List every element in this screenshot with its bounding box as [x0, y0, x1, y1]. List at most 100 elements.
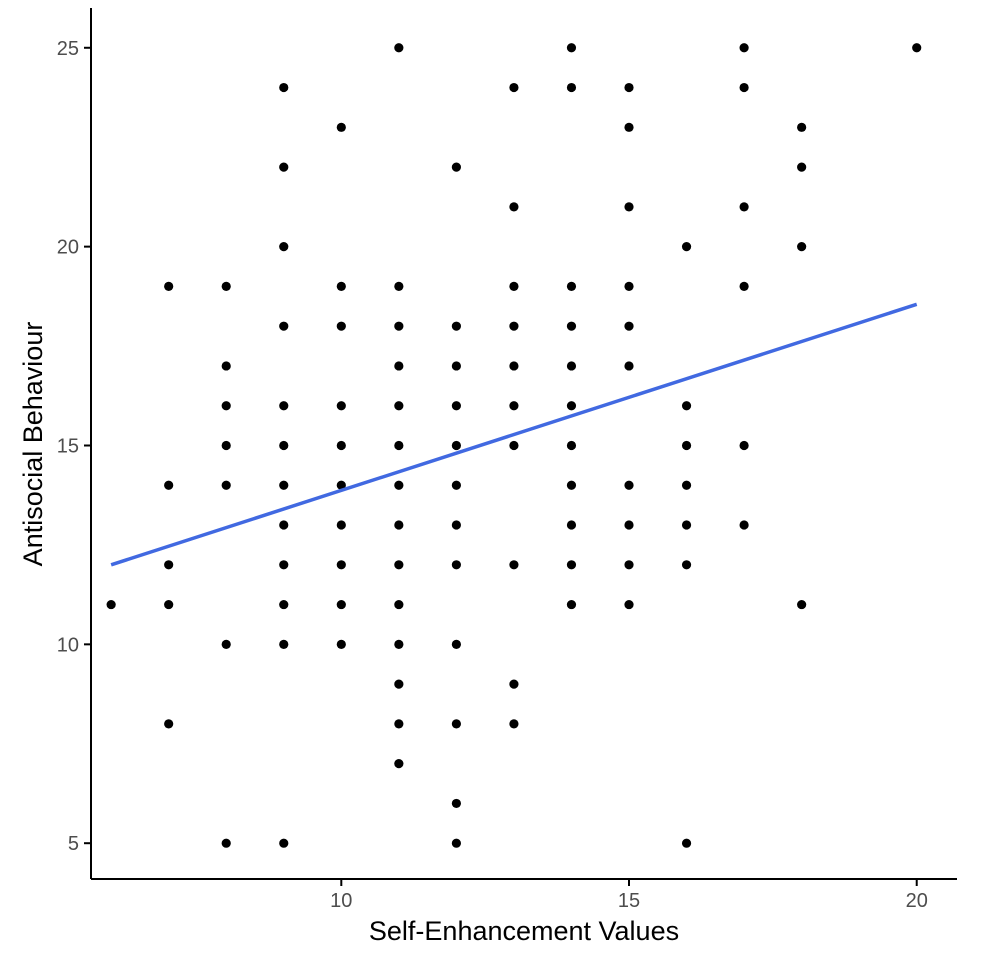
- data-point: [566, 599, 577, 610]
- data-point: [797, 162, 807, 172]
- data-point: [221, 361, 231, 371]
- data-point: [797, 242, 807, 252]
- data-point: [394, 321, 404, 331]
- trend-line: [110, 302, 918, 567]
- data-point: [624, 560, 634, 570]
- data-point: [336, 480, 346, 490]
- data-point: [681, 838, 692, 848]
- data-point: [279, 480, 289, 490]
- data-point: [566, 361, 577, 371]
- data-point: [394, 480, 404, 490]
- data-point: [279, 82, 289, 93]
- data-point: [912, 43, 922, 53]
- data-point: [394, 520, 404, 530]
- x-tick-label: 10: [330, 890, 352, 912]
- data-point: [566, 401, 577, 411]
- data-point: [624, 202, 634, 212]
- data-point: [279, 599, 289, 610]
- data-point: [451, 520, 461, 530]
- data-point: [336, 639, 346, 649]
- x-axis-title: Self-Enhancement Values: [369, 916, 679, 946]
- data-point: [336, 401, 346, 411]
- data-point: [451, 440, 461, 451]
- data-point: [739, 82, 749, 93]
- y-tick-label: 10: [57, 634, 79, 656]
- data-point: [279, 838, 289, 848]
- data-point: [394, 759, 404, 769]
- data-point: [509, 321, 519, 331]
- data-point: [336, 520, 346, 530]
- data-point: [451, 719, 461, 729]
- data-point: [279, 242, 289, 252]
- data-point: [164, 560, 174, 570]
- data-point: [221, 401, 231, 411]
- points-layer: [106, 43, 922, 848]
- data-point: [221, 440, 231, 451]
- data-point: [624, 520, 634, 530]
- data-point: [509, 361, 519, 371]
- data-point: [566, 480, 577, 490]
- data-point: [279, 639, 289, 649]
- data-point: [279, 321, 289, 331]
- data-point: [681, 480, 692, 490]
- trend-layer: [110, 302, 918, 567]
- data-point: [624, 321, 634, 331]
- data-point: [509, 440, 519, 451]
- data-point: [336, 122, 346, 132]
- data-point: [164, 281, 174, 291]
- data-point: [566, 281, 577, 291]
- data-point: [279, 520, 289, 530]
- data-point: [566, 560, 577, 570]
- data-point: [336, 440, 346, 451]
- data-point: [624, 82, 634, 93]
- y-tick-label: 25: [57, 38, 79, 60]
- data-point: [566, 82, 577, 93]
- y-axis-title: Antisocial Behaviour: [18, 322, 48, 567]
- data-point: [509, 719, 519, 729]
- data-point: [624, 281, 634, 291]
- data-point: [394, 679, 404, 689]
- data-point: [624, 599, 634, 610]
- data-point: [509, 679, 519, 689]
- data-point: [509, 281, 519, 291]
- data-point: [394, 361, 404, 371]
- data-point: [624, 361, 634, 371]
- data-point: [221, 639, 231, 649]
- data-point: [164, 480, 174, 490]
- data-point: [739, 440, 749, 451]
- data-point: [566, 321, 577, 331]
- axes: 5 10 15 20 25 10 15 20: [57, 8, 957, 912]
- data-point: [164, 599, 174, 610]
- data-point: [624, 122, 634, 132]
- data-point: [451, 639, 461, 649]
- data-point: [566, 520, 577, 530]
- data-point: [394, 440, 404, 451]
- data-point: [394, 401, 404, 411]
- data-point: [451, 838, 461, 848]
- data-point: [681, 242, 692, 252]
- data-point: [451, 560, 461, 570]
- data-point: [394, 43, 404, 53]
- data-point: [509, 560, 519, 570]
- data-point: [739, 520, 749, 530]
- data-point: [739, 202, 749, 212]
- x-tick-label: 20: [906, 890, 928, 912]
- data-point: [566, 43, 577, 53]
- data-point: [509, 202, 519, 212]
- data-point: [336, 281, 346, 291]
- data-point: [739, 281, 749, 291]
- data-point: [336, 321, 346, 331]
- data-point: [279, 560, 289, 570]
- data-point: [451, 401, 461, 411]
- data-point: [681, 560, 692, 570]
- y-tick-label: 5: [68, 833, 79, 855]
- data-point: [394, 560, 404, 570]
- data-point: [336, 560, 346, 570]
- data-point: [221, 480, 231, 490]
- data-point: [279, 162, 289, 172]
- data-point: [279, 401, 289, 411]
- data-point: [509, 401, 519, 411]
- data-point: [566, 440, 577, 451]
- data-point: [106, 599, 116, 610]
